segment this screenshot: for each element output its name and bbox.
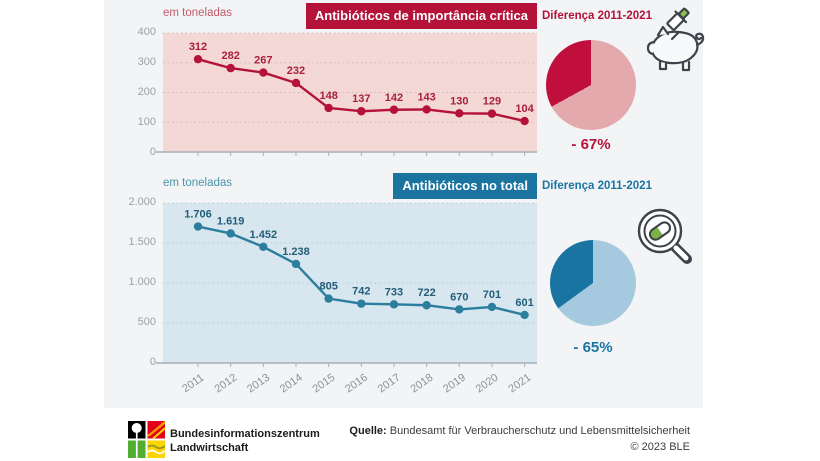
value-label: 148 bbox=[319, 90, 337, 102]
data-point bbox=[357, 299, 366, 308]
y-axis-tick-label: 100 bbox=[137, 116, 156, 128]
line-chart-total: 1.706 1.619 1.452 1.238 805 742 733 722 670 701 60… bbox=[156, 202, 537, 396]
data-point bbox=[226, 63, 235, 73]
data-point bbox=[487, 109, 497, 118]
data-point bbox=[455, 109, 464, 118]
x-axis-year-label: 2015 bbox=[310, 372, 337, 396]
logo-org-name: Bundesinformationszentrum Landwirtschaft bbox=[170, 427, 320, 455]
data-point bbox=[520, 310, 529, 320]
percent-label-total: - 65% bbox=[573, 339, 613, 356]
value-label: 670 bbox=[450, 291, 468, 303]
chart-title-critical: Antibióticos de importância crítica bbox=[305, 3, 537, 29]
data-point bbox=[291, 78, 301, 88]
data-point bbox=[193, 222, 203, 231]
data-point bbox=[389, 105, 399, 114]
magnifier-pill-icon bbox=[637, 208, 692, 264]
data-point bbox=[291, 259, 301, 269]
plot-area bbox=[163, 33, 537, 152]
value-label: 143 bbox=[417, 91, 435, 103]
data-point bbox=[520, 116, 529, 126]
y-axis-tick-label: 2.000 bbox=[128, 196, 156, 208]
value-label: 129 bbox=[483, 96, 501, 108]
y-axis-tick-label: 1.000 bbox=[128, 276, 156, 288]
value-label: 733 bbox=[385, 286, 403, 298]
chart-title-total: Antibióticos no total bbox=[393, 173, 537, 199]
value-label: 601 bbox=[515, 297, 533, 309]
value-label: 1.619 bbox=[217, 215, 245, 227]
value-label: 142 bbox=[385, 92, 403, 104]
data-point bbox=[422, 105, 431, 114]
x-axis-year-label: 2021 bbox=[506, 372, 533, 396]
value-label: 282 bbox=[221, 50, 239, 62]
x-axis-year-label: 2013 bbox=[245, 372, 272, 396]
value-label: 1.452 bbox=[250, 229, 278, 241]
value-label: 1.238 bbox=[282, 246, 310, 258]
data-point bbox=[487, 302, 497, 312]
value-label: 742 bbox=[352, 286, 370, 298]
x-axis-year-label: 2014 bbox=[278, 372, 305, 396]
unit-label-total: em toneladas bbox=[163, 177, 233, 189]
unit-label-critical: em toneladas bbox=[163, 7, 233, 19]
data-point bbox=[324, 294, 333, 303]
pig-syringe-icon bbox=[646, 7, 705, 72]
source-line: Quelle: Bundesamt für Verbraucherschutz … bbox=[349, 424, 690, 440]
line-chart-critical: 312 282 267 232 148 137 142 143 130 129 104 bbox=[156, 32, 537, 156]
source-text: Bundesamt für Verbraucherschutz und Lebe… bbox=[386, 425, 690, 437]
y-axis-tick-label: 0 bbox=[149, 146, 156, 158]
x-axis-year-label: 2011 bbox=[180, 372, 206, 395]
source-block: Quelle: Bundesamt für Verbraucherschutz … bbox=[349, 424, 690, 455]
y-axis-tick-label: 200 bbox=[137, 86, 156, 98]
x-axis-year-label: 2020 bbox=[474, 372, 501, 396]
data-point bbox=[226, 229, 235, 238]
data-point bbox=[324, 103, 333, 113]
y-axis-tick-label: 300 bbox=[137, 56, 156, 68]
percent-label-critical: - 67% bbox=[571, 136, 611, 153]
value-label: 1.706 bbox=[184, 209, 212, 221]
value-label: 701 bbox=[483, 289, 501, 301]
value-label: 130 bbox=[450, 95, 468, 107]
source-label: Quelle: bbox=[349, 425, 387, 437]
value-label: 104 bbox=[515, 103, 534, 115]
data-point bbox=[455, 305, 464, 314]
y-axis-tick-label: 400 bbox=[137, 26, 156, 38]
data-point bbox=[259, 242, 268, 252]
value-label: 312 bbox=[189, 41, 207, 53]
x-axis-year-label: 2018 bbox=[408, 372, 435, 396]
y-axis-tick-label: 0 bbox=[149, 356, 156, 368]
y-axis-tick-label: 500 bbox=[137, 316, 156, 328]
pie-chart-critical bbox=[546, 40, 636, 130]
value-label: 267 bbox=[254, 55, 272, 67]
value-label: 232 bbox=[287, 65, 305, 77]
data-point bbox=[259, 68, 268, 77]
value-label: 805 bbox=[319, 281, 337, 293]
y-axis-tick-label: 1.500 bbox=[128, 236, 156, 248]
value-label: 722 bbox=[417, 287, 435, 299]
value-label: 137 bbox=[352, 93, 370, 105]
diff-label-total: Diferença 2011-2021 bbox=[542, 180, 652, 192]
logo-org-line2: Landwirtschaft bbox=[170, 442, 249, 454]
x-axis-year-label: 2016 bbox=[343, 372, 370, 396]
diff-label-critical: Diferença 2011-2021 bbox=[542, 10, 652, 22]
logo-org-line1: Bundesinformationszentrum bbox=[170, 428, 320, 440]
data-point bbox=[193, 54, 203, 64]
bzl-logo bbox=[128, 421, 165, 458]
x-axis-year-label: 2012 bbox=[212, 372, 239, 396]
x-axis-year-label: 2017 bbox=[376, 372, 403, 396]
copyright: © 2023 BLE bbox=[630, 440, 690, 453]
pie-chart-total bbox=[550, 240, 636, 326]
x-axis-year-label: 2019 bbox=[441, 372, 468, 396]
data-point bbox=[389, 300, 399, 309]
data-point bbox=[357, 107, 366, 116]
data-point bbox=[422, 301, 431, 310]
